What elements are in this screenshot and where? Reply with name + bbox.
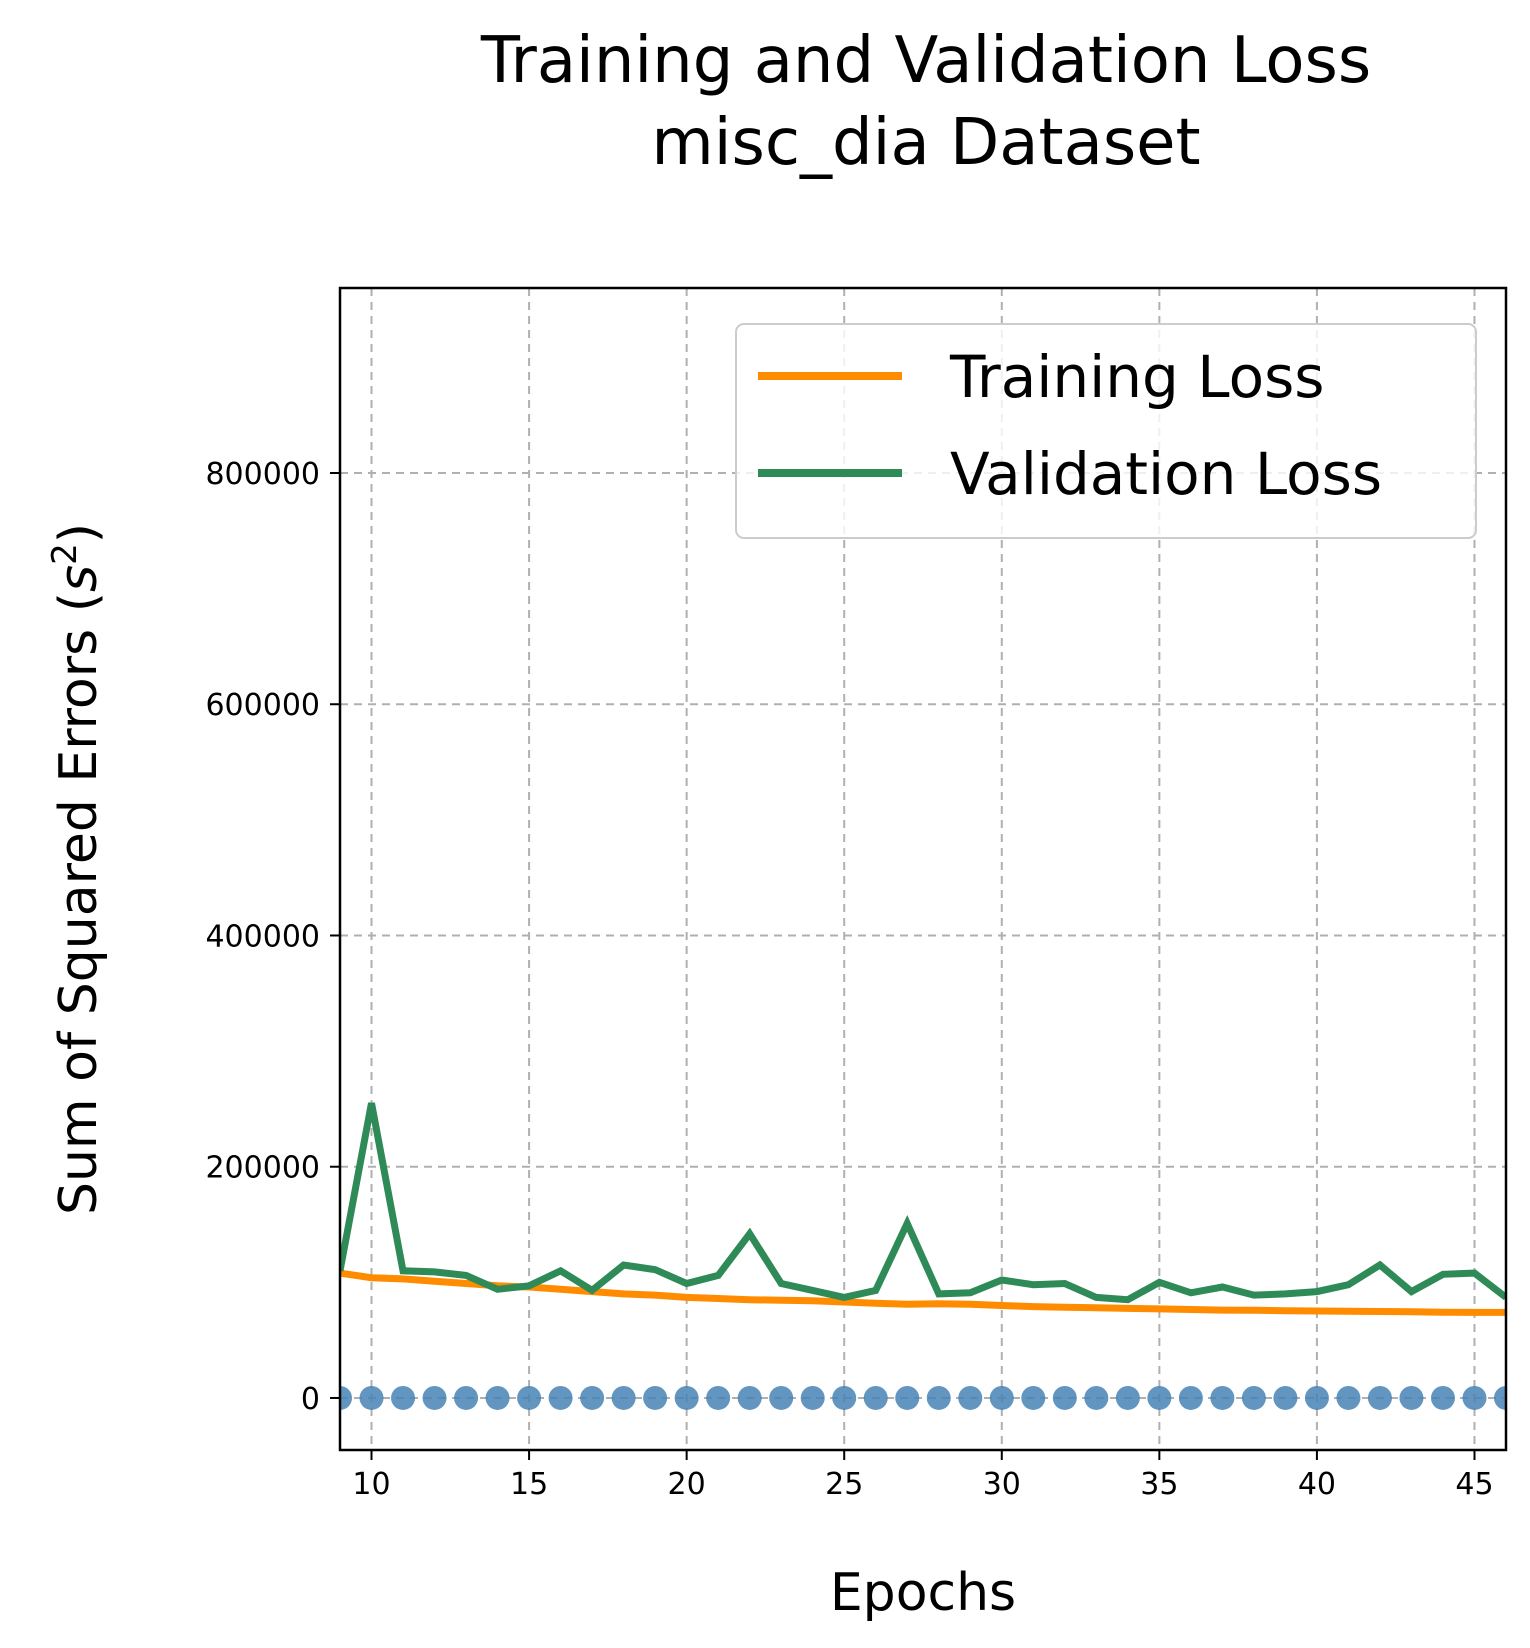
y-tick-label: 600000 bbox=[205, 688, 320, 723]
marker-point bbox=[1336, 1385, 1361, 1410]
marker-point bbox=[340, 1385, 352, 1410]
ticks: 10 15 20 25 30 35 40 45 0 200000 400000 600000 80000… bbox=[205, 457, 1493, 1502]
series-line-training-loss bbox=[340, 1269, 1506, 1316]
marker-point bbox=[1399, 1385, 1424, 1410]
marker-point bbox=[580, 1385, 605, 1410]
marker-point bbox=[1494, 1385, 1506, 1410]
chart-title-line-1: Training and Validation Loss bbox=[480, 24, 1371, 98]
marker-point bbox=[517, 1385, 542, 1410]
marker-point bbox=[1462, 1385, 1487, 1410]
marker-point bbox=[1304, 1385, 1329, 1410]
legend-label-validation-loss: Validation Loss bbox=[950, 440, 1382, 508]
plot-frame bbox=[338, 286, 1508, 1452]
marker-point bbox=[1430, 1385, 1455, 1410]
marker-point bbox=[674, 1385, 699, 1410]
marker-point bbox=[611, 1385, 636, 1410]
y-axis-label: Sum of Squared Errors (s2) bbox=[45, 523, 109, 1215]
marker-point bbox=[1084, 1385, 1109, 1410]
y-axis-label-exponent: 2 bbox=[45, 543, 85, 565]
marker-point bbox=[643, 1385, 668, 1410]
x-tick-label: 20 bbox=[668, 1467, 706, 1502]
y-axis-label-text: Sum of Squared Errors ( bbox=[49, 592, 109, 1215]
marker-point bbox=[359, 1385, 384, 1410]
x-tick-label: 15 bbox=[510, 1467, 548, 1502]
x-tick-label: 10 bbox=[352, 1467, 390, 1502]
marker-point bbox=[454, 1385, 479, 1410]
marker-point bbox=[895, 1385, 920, 1410]
marker-point bbox=[422, 1385, 447, 1410]
y-tick-label: 0 bbox=[301, 1382, 320, 1417]
x-tick-label: 25 bbox=[825, 1467, 863, 1502]
marker-point bbox=[958, 1385, 983, 1410]
legend: Training Loss Validation Loss bbox=[735, 323, 1477, 539]
marker-point bbox=[989, 1385, 1014, 1410]
series-group bbox=[340, 1102, 1506, 1410]
marker-point bbox=[1241, 1385, 1266, 1410]
marker-point bbox=[800, 1385, 825, 1410]
legend-box bbox=[735, 323, 1477, 539]
marker-point bbox=[769, 1385, 794, 1410]
x-tick-label: 40 bbox=[1298, 1467, 1336, 1502]
marker-point bbox=[1115, 1385, 1140, 1410]
y-axis-label-close: ) bbox=[49, 523, 109, 543]
marker-point bbox=[926, 1385, 951, 1410]
marker-point bbox=[737, 1385, 762, 1410]
series-line-validation-loss bbox=[340, 1102, 1506, 1304]
marker-point bbox=[1273, 1385, 1298, 1410]
marker-point bbox=[1178, 1385, 1203, 1410]
legend-label-training-loss: Training Loss bbox=[949, 343, 1325, 411]
y-tick-label: 400000 bbox=[205, 919, 320, 954]
x-axis-label: Epochs bbox=[830, 1563, 1016, 1623]
marker-point bbox=[1367, 1385, 1392, 1410]
marker-point bbox=[1147, 1385, 1172, 1410]
marker-point bbox=[706, 1385, 731, 1410]
chart-title-line-2: misc_dia Dataset bbox=[651, 106, 1200, 180]
marker-point bbox=[485, 1385, 510, 1410]
chart-title: Training and Validation Loss misc_dia Da… bbox=[480, 24, 1371, 180]
marker-point bbox=[832, 1385, 857, 1410]
marker-point bbox=[863, 1385, 888, 1410]
marker-series bbox=[340, 1385, 1506, 1410]
x-tick-label: 35 bbox=[1140, 1467, 1178, 1502]
marker-point bbox=[1210, 1385, 1235, 1410]
marker-point bbox=[391, 1385, 416, 1410]
marker-point bbox=[1052, 1385, 1077, 1410]
marker-point bbox=[548, 1385, 573, 1410]
x-tick-label: 45 bbox=[1455, 1467, 1493, 1502]
x-tick-label: 30 bbox=[983, 1467, 1021, 1502]
y-axis-label-variable: s bbox=[49, 565, 109, 592]
y-tick-label: 800000 bbox=[205, 457, 320, 492]
marker-point bbox=[1021, 1385, 1046, 1410]
y-tick-label: 200000 bbox=[205, 1151, 320, 1186]
